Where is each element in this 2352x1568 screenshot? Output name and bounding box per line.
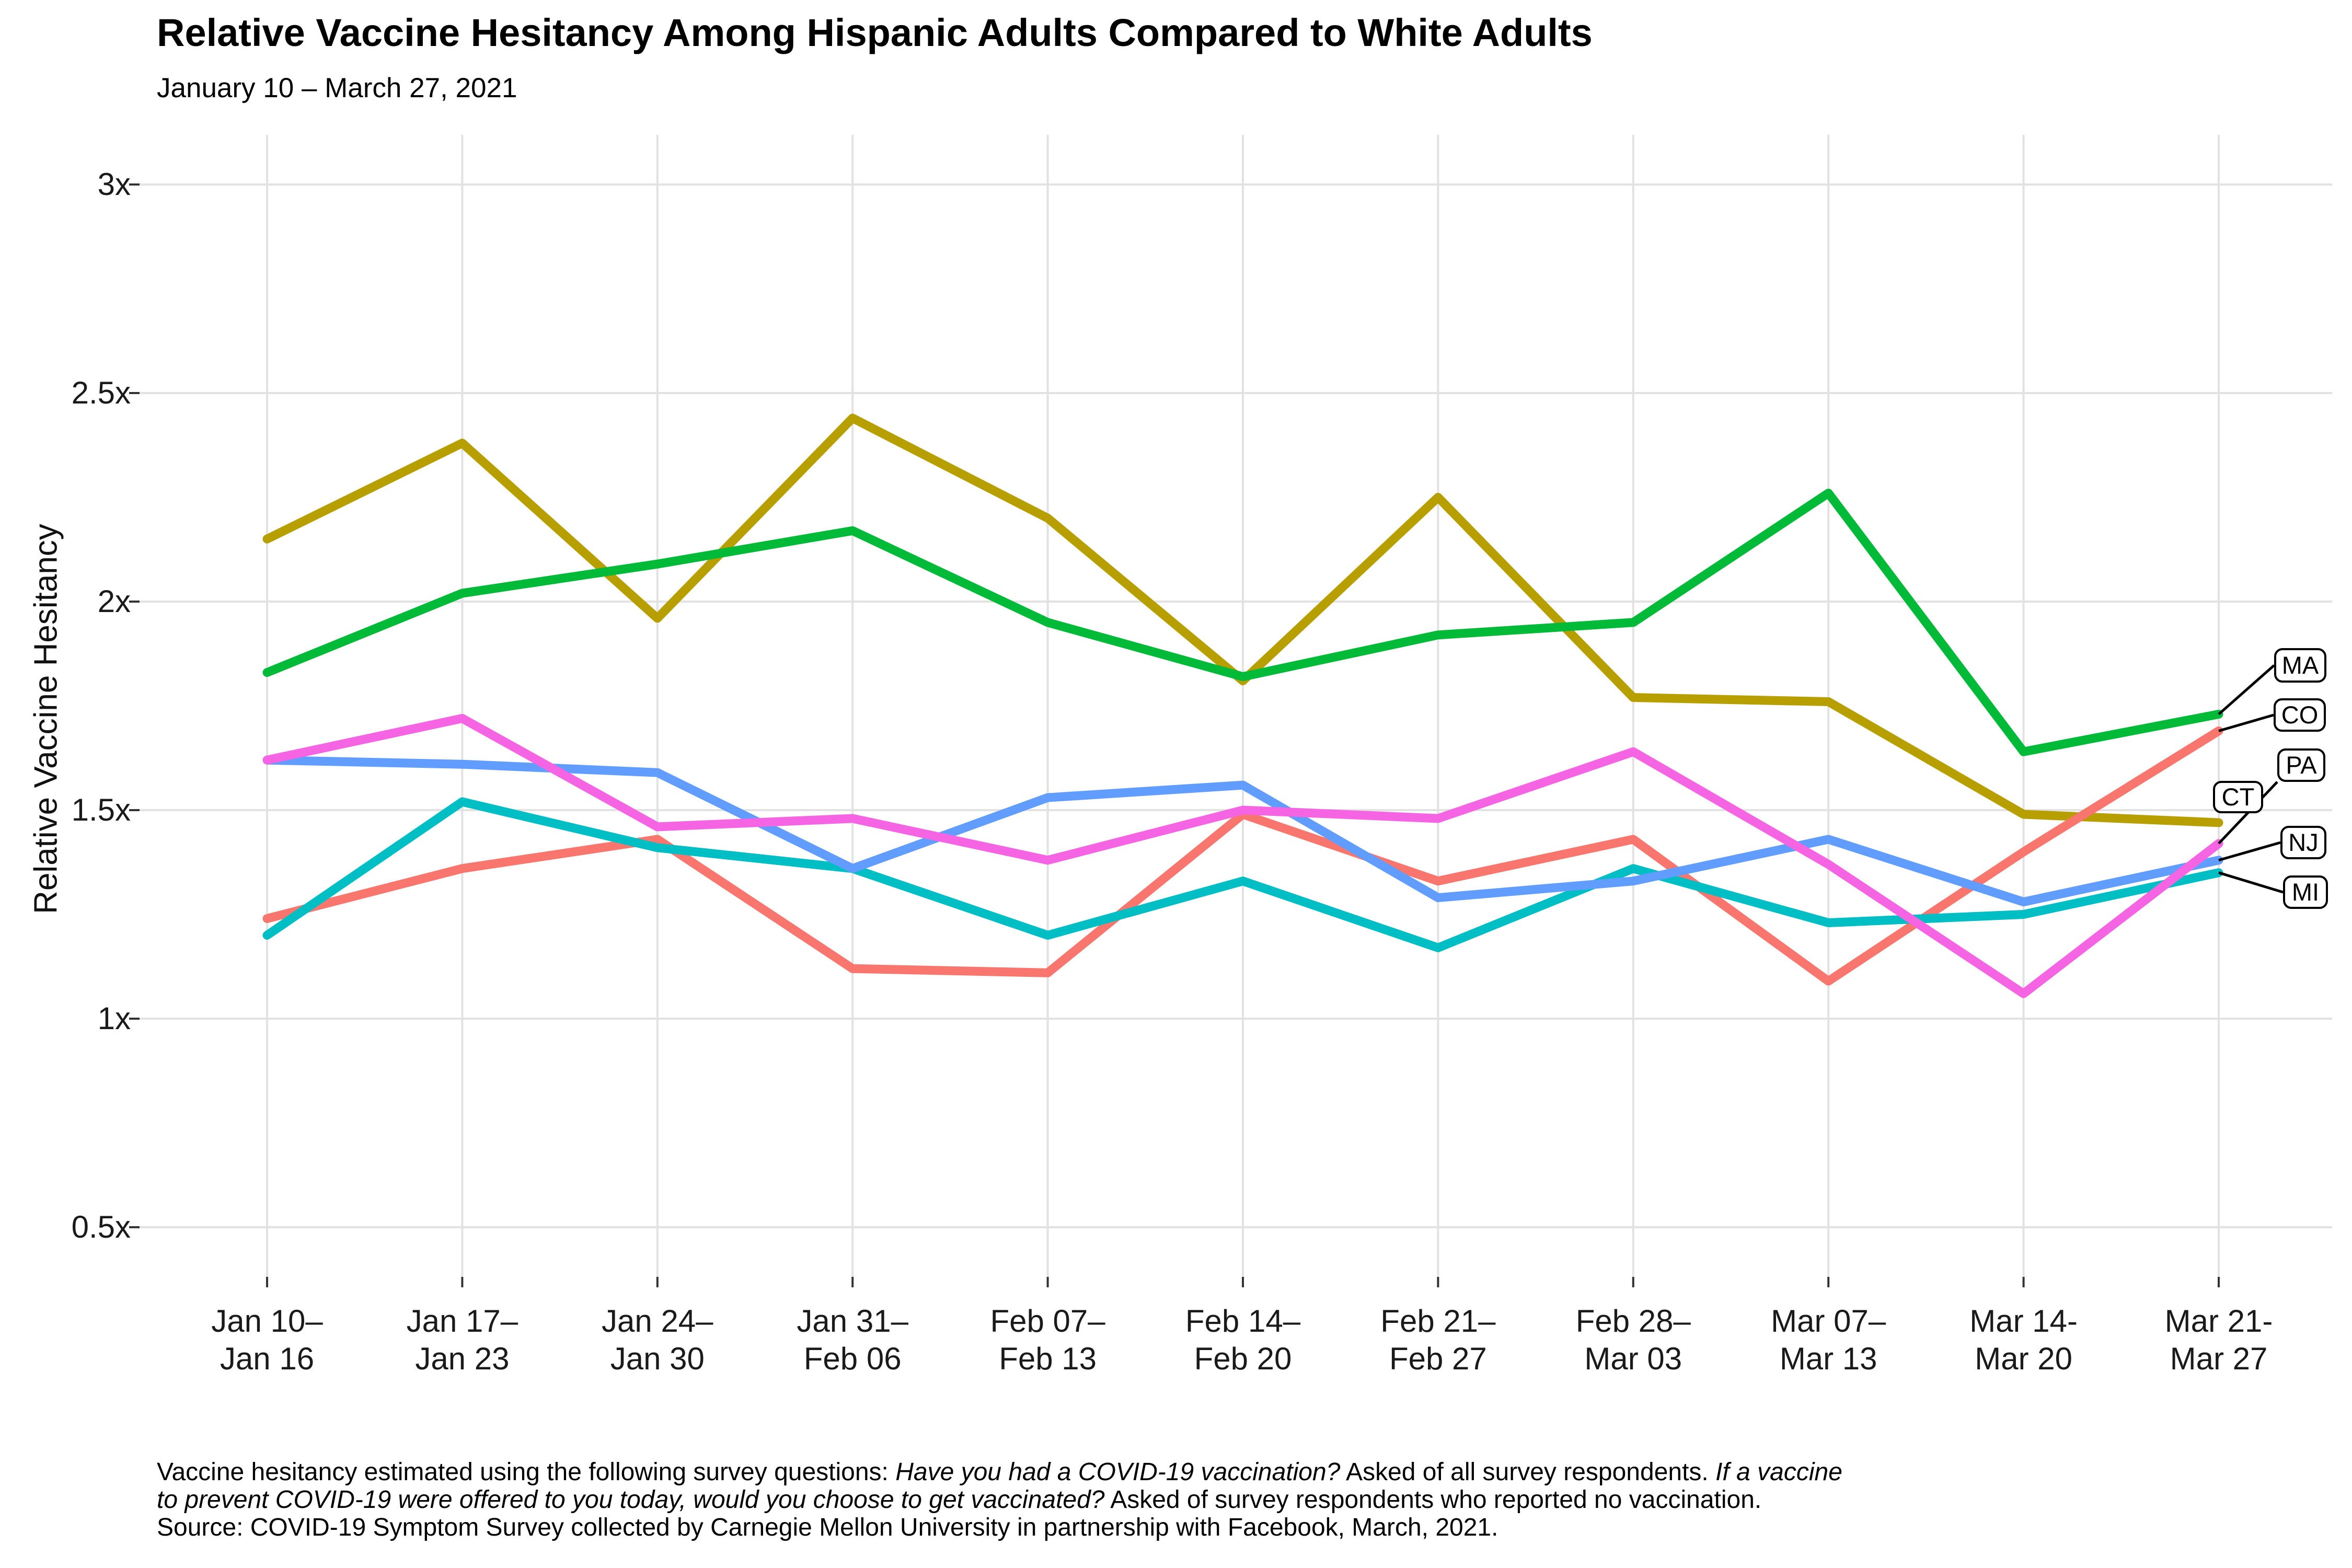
y-tick-label: 2x — [97, 584, 131, 619]
y-tick-label: 3x — [97, 167, 131, 202]
x-tick-label-line: Feb 21– — [1380, 1304, 1496, 1339]
series-line-PA — [262, 713, 2223, 998]
x-tick-label: Feb 07– Feb 13 — [950, 1302, 1146, 1378]
series-line-NJ — [262, 755, 2223, 907]
x-tick-label-line: Mar 07– — [1771, 1304, 1886, 1339]
series-line-MA — [262, 489, 2223, 756]
x-tick-label: Mar 21- Mar 27 — [2121, 1302, 2316, 1378]
x-tick-label: Mar 14- Mar 20 — [1926, 1302, 2122, 1378]
x-tick-label-line: Mar 20 — [1975, 1341, 2072, 1376]
x-tick-label-line: Feb 06 — [803, 1341, 902, 1376]
x-tick-label-line: Mar 27 — [2170, 1341, 2268, 1376]
x-tick-label-line: Mar 14- — [1969, 1304, 2078, 1339]
x-tick-label-line: Jan 30 — [610, 1341, 705, 1376]
x-tick-label: Mar 07– Mar 13 — [1731, 1302, 1926, 1378]
y-tick-label: 2.5x — [71, 375, 131, 410]
x-tick-label-line: Mar 03 — [1584, 1341, 1682, 1376]
footnote-line: Vaccine hesitancy estimated using the fo… — [157, 1458, 2300, 1486]
series-label-CO: CO — [2274, 698, 2326, 732]
x-tick-label-line: Mar 21- — [2164, 1304, 2273, 1339]
footnote-italic-text: to prevent COVID-19 were offered to you … — [157, 1486, 1105, 1514]
footnote-line: Source: COVID-19 Symptom Survey collecte… — [157, 1514, 2300, 1541]
footnote-line: to prevent COVID-19 were offered to you … — [157, 1486, 2300, 1514]
footnote-text: Source: COVID-19 Symptom Survey collecte… — [157, 1514, 1498, 1541]
x-tick-label-line: Jan 24– — [602, 1304, 713, 1339]
x-tick-label-line: Jan 16 — [220, 1341, 315, 1376]
x-tick-label-line: Feb 13 — [999, 1341, 1097, 1376]
footnote-italic-text: If a vaccine — [1715, 1458, 1842, 1486]
series-label-NJ: NJ — [2280, 826, 2326, 859]
label-leader-NJ — [2218, 841, 2281, 862]
x-tick-label-line: Feb 27 — [1389, 1341, 1487, 1376]
x-tick-label: Feb 28– Mar 03 — [1536, 1302, 1731, 1378]
x-tick-label: Jan 24– Jan 30 — [560, 1302, 755, 1378]
x-tick-label-line: Jan 10– — [211, 1304, 323, 1339]
chart-subtitle: January 10 – March 27, 2021 — [157, 73, 517, 103]
series-label-CT: CT — [2213, 781, 2263, 813]
x-tick-label-line: Feb 20 — [1194, 1341, 1292, 1376]
x-tick-label-line: Feb 28– — [1575, 1304, 1691, 1339]
x-tick-label: Jan 17– Jan 23 — [364, 1302, 560, 1378]
y-axis-title: Relative Vaccine Hesitancy — [28, 524, 64, 914]
x-tick-label-line: Mar 13 — [1779, 1341, 1877, 1376]
x-tick-label: Jan 10– Jan 16 — [169, 1302, 365, 1378]
y-tick-label: 1x — [97, 1001, 131, 1036]
footnote-italic-text: Have you had a COVID-19 vaccination? — [895, 1458, 1341, 1486]
series-label-MA: MA — [2274, 648, 2326, 683]
x-tick-label-line: Jan 31– — [797, 1304, 908, 1339]
x-tick-label: Jan 31– Feb 06 — [755, 1302, 950, 1378]
x-tick-label-line: Jan 23 — [415, 1341, 510, 1376]
x-tick-label-line: Feb 07– — [990, 1304, 1105, 1339]
label-leader-CO — [2218, 713, 2274, 732]
series-line-MI — [262, 797, 2223, 952]
x-tick-label-line: Jan 17– — [406, 1304, 518, 1339]
x-tick-label: Feb 14– Feb 20 — [1145, 1302, 1341, 1378]
footnote-text: Asked of survey respondents who reported… — [1104, 1486, 1762, 1514]
footnote: Vaccine hesitancy estimated using the fo… — [157, 1458, 2300, 1541]
label-leader-MA — [2218, 664, 2275, 716]
label-leader-MI — [2218, 871, 2284, 894]
x-tick-label-line: Feb 14– — [1185, 1304, 1301, 1339]
y-tick-label: 0.5x — [71, 1209, 131, 1244]
x-tick-label: Feb 21– Feb 27 — [1340, 1302, 1536, 1378]
y-tick-label: 1.5x — [71, 792, 131, 827]
chart-title: Relative Vaccine Hesitancy Among Hispani… — [157, 11, 1593, 54]
series-label-PA: PA — [2277, 748, 2325, 782]
footnote-text: Asked of all survey respondents. — [1340, 1458, 1716, 1486]
footnote-text: Vaccine hesitancy estimated using the fo… — [157, 1458, 896, 1486]
series-label-MI: MI — [2283, 875, 2328, 909]
